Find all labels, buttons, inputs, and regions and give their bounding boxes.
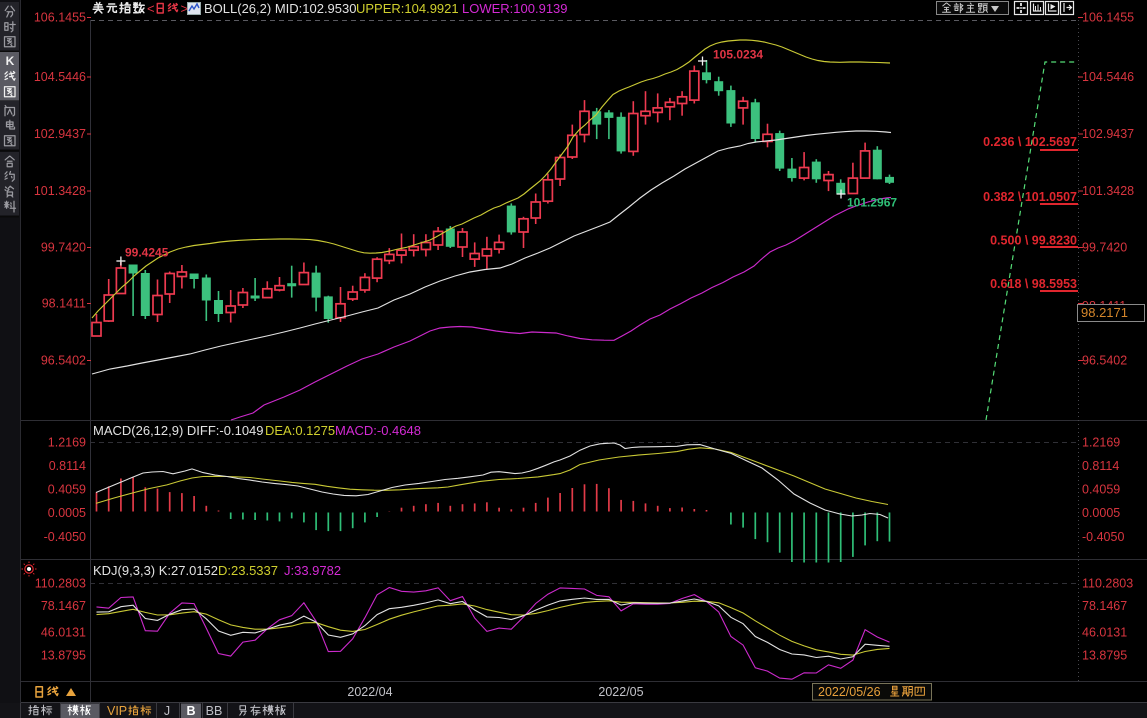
svg-text:98.2171: 98.2171 bbox=[1081, 305, 1128, 320]
svg-text:MACD(26,12,9) DIFF:-0.1049: MACD(26,12,9) DIFF:-0.1049 bbox=[93, 423, 264, 438]
svg-text:J: J bbox=[164, 704, 170, 718]
svg-text:46.0131: 46.0131 bbox=[1082, 625, 1127, 639]
svg-text:102.9437: 102.9437 bbox=[34, 127, 86, 141]
svg-text:LOWER:100.9139: LOWER:100.9139 bbox=[462, 1, 568, 16]
svg-text:2022/04: 2022/04 bbox=[347, 685, 392, 699]
svg-text:96.5402: 96.5402 bbox=[41, 353, 86, 367]
svg-text:110.2803: 110.2803 bbox=[35, 576, 86, 590]
svg-text:99.7420: 99.7420 bbox=[41, 240, 86, 254]
svg-text:J:33.9782: J:33.9782 bbox=[284, 563, 341, 578]
svg-text:110.2803: 110.2803 bbox=[1082, 576, 1133, 590]
svg-text:104.5446: 104.5446 bbox=[1082, 70, 1134, 84]
svg-text:13.8795: 13.8795 bbox=[41, 648, 86, 662]
svg-text:0.4059: 0.4059 bbox=[48, 482, 86, 496]
svg-text:78.1467: 78.1467 bbox=[41, 599, 86, 613]
svg-text:BOLL(26,2) MID:102.9530: BOLL(26,2) MID:102.9530 bbox=[204, 1, 356, 16]
svg-text:98.1411: 98.1411 bbox=[42, 296, 86, 310]
svg-text:DEA:0.1275: DEA:0.1275 bbox=[265, 423, 335, 438]
svg-text:105.0234: 105.0234 bbox=[713, 48, 763, 62]
svg-text:0.4059: 0.4059 bbox=[1082, 482, 1120, 496]
svg-text:101.2967: 101.2967 bbox=[847, 196, 897, 210]
svg-text:D:23.5337: D:23.5337 bbox=[218, 563, 278, 578]
svg-text:<: < bbox=[147, 1, 155, 16]
svg-text:-0.4050: -0.4050 bbox=[1082, 530, 1124, 544]
svg-text:0.618 \ 98.5953: 0.618 \ 98.5953 bbox=[990, 277, 1077, 291]
svg-text:1.2169: 1.2169 bbox=[48, 435, 86, 449]
svg-text:46.0131: 46.0131 bbox=[41, 625, 86, 639]
svg-text:K: K bbox=[6, 54, 15, 68]
svg-text:2022/05: 2022/05 bbox=[598, 685, 643, 699]
svg-text:-0.4050: -0.4050 bbox=[44, 530, 86, 544]
svg-text:101.3428: 101.3428 bbox=[34, 184, 86, 198]
svg-text:KDJ(9,3,3) K:27.0152: KDJ(9,3,3) K:27.0152 bbox=[93, 563, 218, 578]
svg-text:MACD:-0.4648: MACD:-0.4648 bbox=[335, 423, 421, 438]
svg-text:102.9437: 102.9437 bbox=[1082, 127, 1134, 141]
svg-text:13.8795: 13.8795 bbox=[1082, 648, 1127, 662]
svg-text:78.1467: 78.1467 bbox=[1082, 599, 1127, 613]
svg-text:99.7420: 99.7420 bbox=[1082, 240, 1127, 254]
svg-text:96.5402: 96.5402 bbox=[1082, 353, 1127, 367]
svg-text:VIP: VIP bbox=[107, 704, 127, 718]
svg-text:BB: BB bbox=[206, 704, 223, 718]
svg-text:106.1455: 106.1455 bbox=[1082, 10, 1134, 24]
svg-text:0.8114: 0.8114 bbox=[1082, 459, 1119, 473]
svg-text:1.2169: 1.2169 bbox=[1082, 435, 1120, 449]
svg-text:0.0005: 0.0005 bbox=[1082, 506, 1120, 520]
svg-text:B: B bbox=[186, 704, 195, 718]
svg-text:0.0005: 0.0005 bbox=[48, 506, 86, 520]
svg-text:0.8114: 0.8114 bbox=[49, 459, 86, 473]
svg-text:UPPER:104.9921: UPPER:104.9921 bbox=[356, 1, 459, 16]
svg-text:0.500 \ 99.8230: 0.500 \ 99.8230 bbox=[990, 234, 1077, 248]
svg-text:0.236 \ 102.5697: 0.236 \ 102.5697 bbox=[983, 135, 1077, 149]
svg-text:106.1455: 106.1455 bbox=[34, 10, 86, 24]
svg-text:>: > bbox=[181, 1, 189, 16]
svg-text:99.4245: 99.4245 bbox=[125, 246, 169, 260]
svg-text:101.3428: 101.3428 bbox=[1082, 184, 1134, 198]
svg-text:2022/05/26: 2022/05/26 bbox=[818, 685, 881, 699]
svg-text:104.5446: 104.5446 bbox=[34, 70, 86, 84]
svg-text:0.382 \ 101.0507: 0.382 \ 101.0507 bbox=[983, 190, 1077, 204]
